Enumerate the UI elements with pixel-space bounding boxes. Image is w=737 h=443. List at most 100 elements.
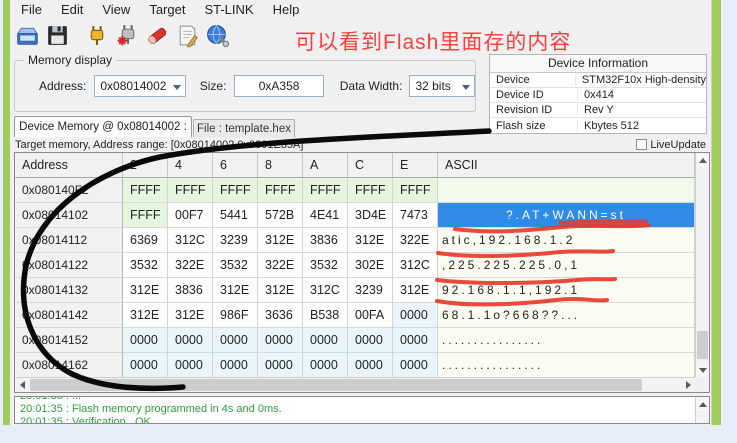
horizontal-scrollbar[interactable] [15,377,695,392]
menu-help[interactable]: Help [272,1,300,17]
hex-cell[interactable]: 986F [213,303,258,328]
hex-cell[interactable]: 0000 [123,328,168,353]
address-cell[interactable]: 0x08014162 [15,353,123,378]
hex-cell[interactable]: 322E [258,253,303,278]
scrollbar-thumb[interactable] [30,379,642,391]
hex-cell[interactable]: 312E [123,278,168,303]
hex-cell[interactable]: 312E [168,303,213,328]
hex-cell[interactable]: 302E [348,253,393,278]
hex-cell[interactable]: 3532 [213,253,258,278]
ascii-cell[interactable]: ,225.225.225.0,1 [438,253,695,278]
hex-cell[interactable]: 0000 [393,353,438,378]
hex-cell[interactable]: 572B [258,203,303,228]
menu-edit[interactable]: Edit [60,1,84,17]
hex-cell[interactable]: FFFF [123,203,168,228]
hex-cell[interactable]: 0000 [258,353,303,378]
ascii-cell[interactable] [438,178,695,203]
disconnect-target-icon[interactable] [112,21,142,49]
script-icon[interactable] [172,21,202,49]
ascii-cell[interactable]: 68.1.1o?668??... [438,303,695,328]
hex-cell[interactable]: FFFF [393,178,438,203]
hex-cell[interactable]: 0000 [123,353,168,378]
scroll-left-icon[interactable] [15,378,29,392]
hex-cell[interactable]: 7473 [393,203,438,228]
hex-cell[interactable]: 0000 [258,328,303,353]
hex-cell[interactable]: 4E41 [303,203,348,228]
address-cell[interactable]: 0x08014112 [15,228,123,253]
ascii-cell[interactable]: atic,192.168.1.2 [438,228,695,253]
hex-cell[interactable]: 3239 [213,228,258,253]
size-input[interactable]: 0xA358 [234,75,324,97]
hex-cell[interactable]: 312E [123,303,168,328]
hex-cell[interactable]: 3532 [123,253,168,278]
ascii-cell[interactable]: 92.168.1.1,192.1 [438,278,695,303]
settings-globe-icon[interactable] [202,21,232,49]
scroll-down-icon[interactable] [696,363,709,377]
hex-cell[interactable]: 312C [393,253,438,278]
hex-cell[interactable]: FFFF [258,178,303,203]
scroll-up-icon[interactable] [696,153,709,167]
data-width-combo[interactable]: 32 bits [409,75,476,97]
hex-cell[interactable]: 312E [258,228,303,253]
hex-cell[interactable]: 3636 [258,303,303,328]
menu-stlink[interactable]: ST-LINK [204,1,254,17]
menu-view[interactable]: View [102,1,131,17]
hex-cell[interactable]: 322E [168,253,213,278]
hex-cell[interactable]: 0000 [348,328,393,353]
scroll-up-icon[interactable] [696,397,709,411]
address-cell[interactable]: 0x08014122 [15,253,123,278]
scrollbar-thumb[interactable] [697,331,708,359]
hex-cell[interactable]: 0000 [213,353,258,378]
hex-cell[interactable]: 312E [348,228,393,253]
hex-cell[interactable]: 5441 [213,203,258,228]
hex-cell[interactable]: 0000 [348,353,393,378]
scroll-right-icon[interactable] [681,378,695,392]
hex-cell[interactable]: 3239 [348,278,393,303]
hex-cell[interactable]: 3836 [168,278,213,303]
address-cell[interactable]: 0x08014152 [15,328,123,353]
hex-cell[interactable]: 312C [303,278,348,303]
hex-cell[interactable]: 3836 [303,228,348,253]
tab-device-memory[interactable]: Device Memory @ 0x08014002 : [14,116,192,137]
hex-cell[interactable]: 6369 [123,228,168,253]
ascii-cell-selected[interactable]: ?.AT+WANN=st [438,203,695,228]
menu-target[interactable]: Target [149,1,186,17]
hex-cell[interactable]: 312E [213,278,258,303]
hex-cell[interactable]: 312E [258,278,303,303]
menu-file[interactable]: File [21,1,42,17]
address-cell[interactable]: 0x080140F2 [15,178,123,203]
ascii-cell[interactable]: ................ [438,328,695,353]
hex-cell[interactable]: 322E [393,228,438,253]
open-file-icon[interactable] [12,21,42,49]
hex-cell[interactable]: 312E [393,278,438,303]
hex-cell[interactable]: FFFF [213,178,258,203]
hex-cell[interactable]: 3532 [303,253,348,278]
hex-cell[interactable]: B538 [303,303,348,328]
log-vertical-scrollbar[interactable] [695,397,709,423]
hex-cell[interactable]: 00FA [348,303,393,328]
address-cell[interactable]: 0x08014132 [15,278,123,303]
hex-cell[interactable]: 312C [168,228,213,253]
erase-chip-icon[interactable] [142,21,172,49]
address-cell[interactable]: 0x08014142 [15,303,123,328]
live-update-checkbox[interactable] [636,139,648,150]
hex-cell[interactable]: 0000 [393,303,438,328]
address-cell[interactable]: 0x08014102 [15,203,123,228]
hex-cell[interactable]: 00F7 [168,203,213,228]
live-update-control[interactable]: LiveUpdate [636,139,706,151]
save-file-icon[interactable] [42,21,72,49]
hex-cell[interactable]: 0000 [303,328,348,353]
hex-cell[interactable]: 0000 [213,328,258,353]
hex-cell[interactable]: 0000 [168,328,213,353]
vertical-scrollbar[interactable] [695,153,709,377]
hex-cell[interactable]: 0000 [393,328,438,353]
ascii-cell[interactable]: ................ [438,353,695,378]
hex-cell[interactable]: FFFF [348,178,393,203]
hex-cell[interactable]: FFFF [303,178,348,203]
tab-file-template-hex[interactable]: File : template.hex [193,119,295,137]
hex-cell[interactable]: FFFF [123,178,168,203]
hex-cell[interactable]: 3D4E [348,203,393,228]
hex-cell[interactable]: 0000 [303,353,348,378]
hex-cell[interactable]: 0000 [168,353,213,378]
hex-cell[interactable]: FFFF [168,178,213,203]
